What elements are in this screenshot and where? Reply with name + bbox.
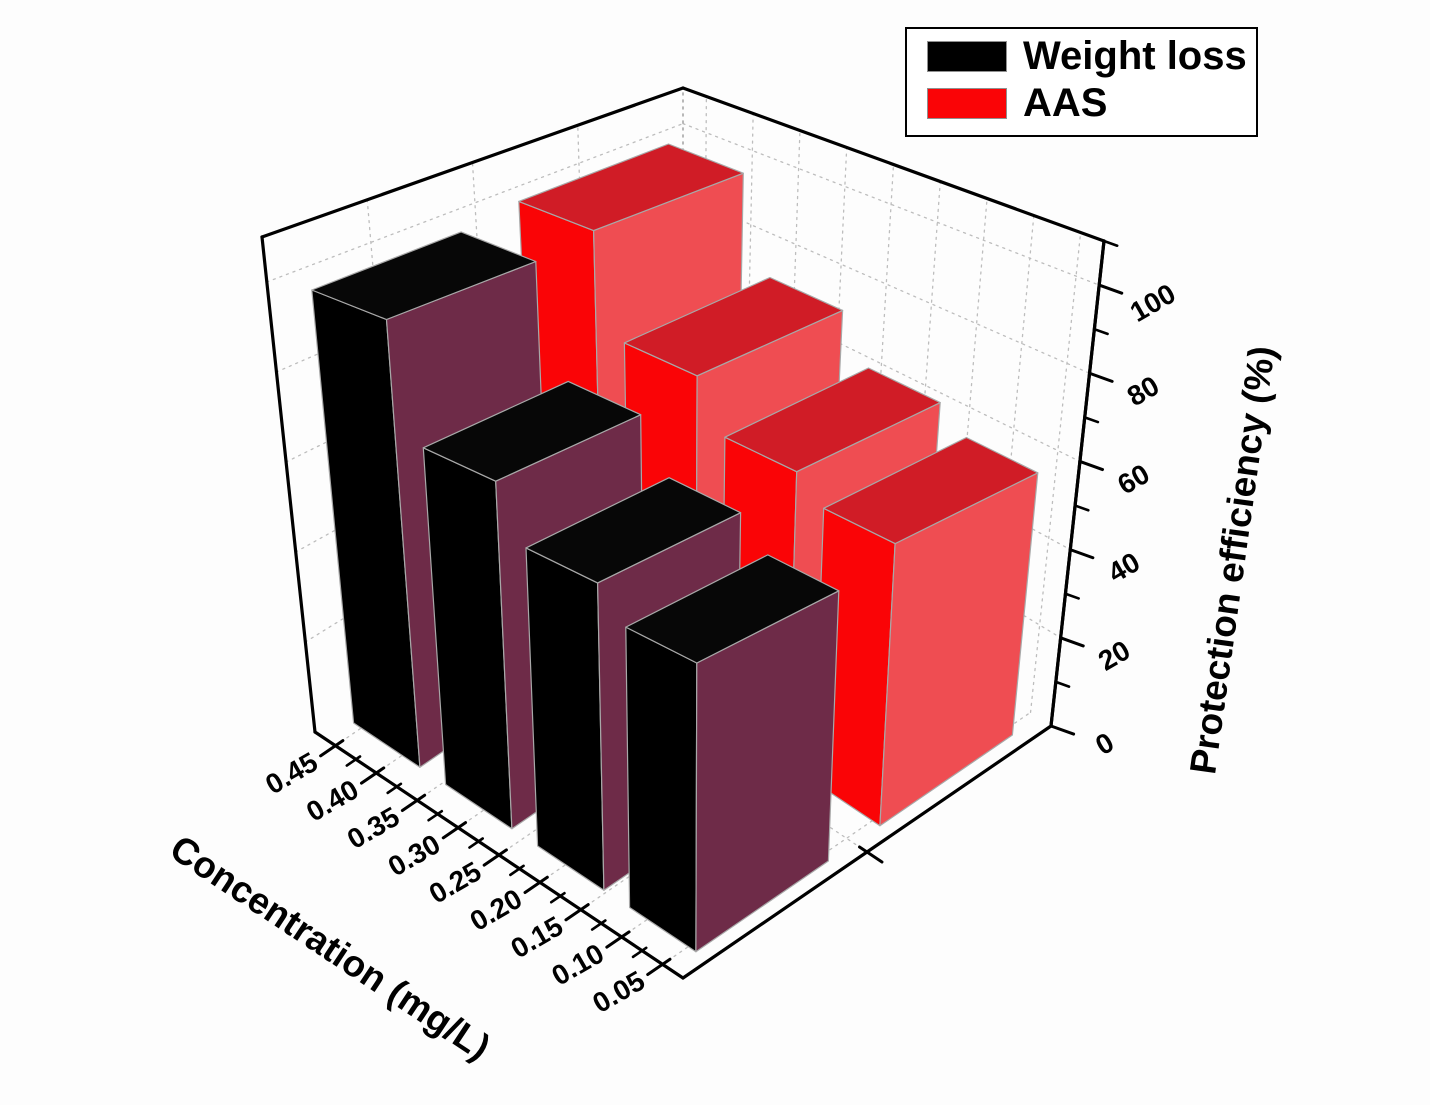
x-tick <box>646 957 672 977</box>
x-tick-label: 0.30 <box>383 828 446 882</box>
legend: Weight loss AAS <box>905 27 1258 137</box>
x-gridline-right-wall <box>866 163 895 604</box>
x-tick <box>319 739 345 758</box>
x-tick <box>564 903 590 922</box>
legend-label-weight-loss: Weight loss <box>1023 34 1247 78</box>
bar-face-top <box>823 436 1039 545</box>
z-tick-label: 0 <box>1090 726 1119 761</box>
z-gridline-left-wall <box>266 122 684 283</box>
z-minor-tick <box>1093 327 1109 336</box>
x-tick-label: 0.05 <box>587 965 650 1019</box>
z-minor-tick <box>1064 592 1080 600</box>
x-tick <box>400 793 427 813</box>
box-top-right-edge <box>681 86 1106 243</box>
bar-face-front <box>625 626 698 953</box>
x-tick <box>482 848 508 867</box>
x-minor-tick <box>590 919 607 931</box>
x-tick-label: 0.25 <box>424 856 487 910</box>
bar-face-front <box>525 547 605 891</box>
z-minor-tick <box>1102 239 1119 248</box>
z-tick <box>1068 548 1095 560</box>
x-minor-tick <box>631 946 648 959</box>
bar-face-top <box>422 380 642 482</box>
z-tick-label: 60 <box>1112 458 1154 500</box>
z-tick <box>1059 636 1085 648</box>
z-tick <box>1078 459 1105 472</box>
x-tick-label: 0.20 <box>465 883 528 937</box>
z-axis-line <box>1049 239 1106 728</box>
x-minor-tick <box>509 864 525 877</box>
z-tick-label: 80 <box>1122 370 1164 412</box>
x-tick-label: 0.10 <box>546 938 609 992</box>
z-tick <box>1049 724 1076 736</box>
x-tick <box>359 766 386 785</box>
x-tick <box>441 821 468 840</box>
x-tick-label: 0.45 <box>260 746 323 800</box>
z-tick-label: 40 <box>1103 546 1145 588</box>
legend-item-aas: AAS <box>927 83 1107 123</box>
box-left-edge <box>260 235 317 734</box>
x-tick-label: 0.35 <box>342 801 405 855</box>
bar-face-top <box>518 143 744 232</box>
bar-face-top <box>311 231 537 321</box>
bar-face-top <box>623 276 844 377</box>
z-minor-tick <box>1073 504 1090 512</box>
legend-swatch-weight-loss <box>927 40 1007 72</box>
z-tick <box>1097 283 1124 295</box>
bar-face-top <box>525 477 742 584</box>
x-tick-label: 0.40 <box>301 774 364 828</box>
x-tick <box>605 930 631 949</box>
legend-label-aas: AAS <box>1023 81 1108 125</box>
z-tick-label: 20 <box>1093 634 1135 676</box>
x-minor-tick <box>468 837 484 849</box>
bar-weight-loss-0.10 <box>625 554 840 953</box>
z-tick-label: 100 <box>1125 278 1181 328</box>
bar-face-top <box>724 367 941 473</box>
x-minor-tick <box>345 755 362 767</box>
depth-tick <box>858 845 884 864</box>
x-minor-tick <box>549 891 566 904</box>
bar-face-top <box>625 554 840 664</box>
legend-item-weight-loss: Weight loss <box>927 36 1247 76</box>
z-minor-tick <box>1083 416 1100 424</box>
legend-swatch-aas <box>927 87 1007 119</box>
x-minor-tick <box>386 782 403 795</box>
z-minor-tick <box>1054 680 1071 688</box>
x-tick <box>523 875 549 895</box>
x-minor-tick <box>427 809 444 822</box>
z-tick <box>1088 371 1114 383</box>
box-top-left-edge <box>260 86 685 239</box>
x-tick-label: 0.15 <box>505 910 568 964</box>
